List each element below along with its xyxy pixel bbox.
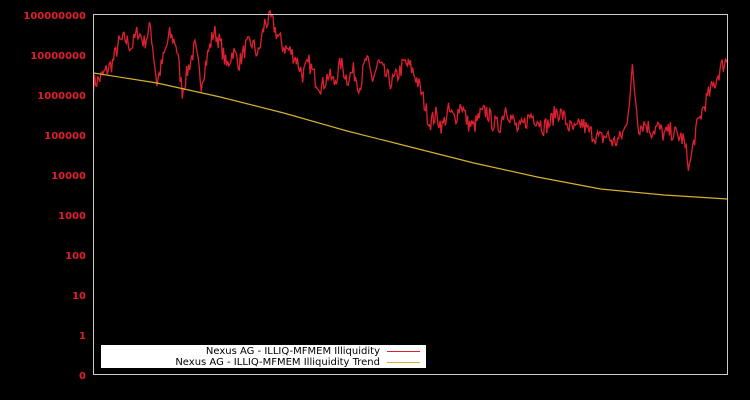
y-tick-label: 100000 xyxy=(44,131,86,142)
legend-item-trend: Nexus AG - ILLIQ-MFMEM Illiquidity Trend xyxy=(175,357,420,368)
y-tick-label: 1000 xyxy=(58,211,86,222)
y-tick-label: 100000000 xyxy=(23,11,86,22)
y-tick-label: 0 xyxy=(79,371,86,382)
legend-label: Nexus AG - ILLIQ-MFMEM Illiquidity xyxy=(205,346,380,357)
y-tick-label: 1000000 xyxy=(37,91,86,102)
y-axis-ticks: 1000000001000000010000001000001000010001… xyxy=(23,11,86,382)
legend: Nexus AG - ILLIQ-MFMEM Illiquidity Nexus… xyxy=(101,345,426,368)
legend-swatch-red xyxy=(387,351,420,352)
illiquidity-trend-line xyxy=(93,72,728,200)
y-tick-label: 10000000 xyxy=(30,51,86,62)
legend-swatch-gold xyxy=(387,362,420,363)
plot-frame xyxy=(93,14,728,375)
y-tick-label: 100 xyxy=(65,251,86,262)
y-tick-label: 10 xyxy=(72,291,86,302)
y-tick-label: 1 xyxy=(79,331,86,342)
y-tick-label: 10000 xyxy=(51,171,86,182)
legend-label: Nexus AG - ILLIQ-MFMEM Illiquidity Trend xyxy=(175,357,380,368)
illiquidity-line xyxy=(92,9,729,171)
series-lines xyxy=(92,9,729,200)
legend-item-illiquidity: Nexus AG - ILLIQ-MFMEM Illiquidity xyxy=(206,346,420,357)
